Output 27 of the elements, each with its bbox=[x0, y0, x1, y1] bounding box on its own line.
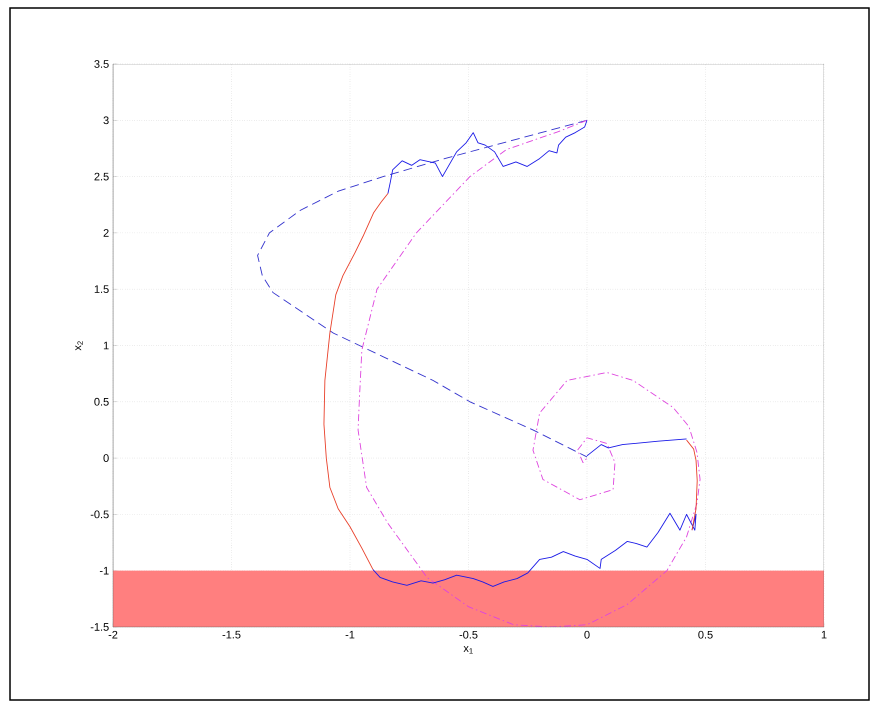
line-series bbox=[686, 440, 698, 531]
line-series bbox=[323, 193, 388, 570]
y-tick-label: 0.5 bbox=[94, 398, 109, 406]
x-tick-label: -1 bbox=[346, 630, 354, 638]
x-tick-label: 0 bbox=[584, 630, 590, 639]
y-tick-label: 2.5 bbox=[94, 172, 109, 180]
x-tick-label: -2 bbox=[108, 630, 118, 638]
line-series bbox=[257, 120, 588, 458]
x-tick-label: -1.5 bbox=[222, 630, 240, 638]
y-tick-label: 2 bbox=[104, 229, 109, 237]
y-axis-title: x$_{2}$ bbox=[75, 341, 83, 350]
y-tick-label: -0.5 bbox=[90, 510, 109, 518]
y-tick-label: 3 bbox=[103, 116, 109, 124]
x-tick-label: -0.5 bbox=[460, 630, 478, 639]
x-axis-title: x$_{1}$ bbox=[464, 646, 473, 654]
line-series bbox=[387, 120, 588, 194]
y-tick-label: 1 bbox=[104, 342, 109, 350]
x-tick-label: 1 bbox=[822, 630, 827, 638]
line-series bbox=[372, 512, 696, 587]
y-tick-label: 3.5 bbox=[94, 60, 109, 68]
y-tick-label: 1.5 bbox=[94, 285, 109, 294]
line-series bbox=[358, 120, 701, 627]
y-tick-label: 0 bbox=[103, 454, 109, 462]
y-tick-label: -1 bbox=[100, 566, 109, 574]
y-tick-label: -1.5 bbox=[90, 623, 109, 631]
x-tick-label: 0.5 bbox=[698, 630, 713, 639]
line-series bbox=[586, 438, 687, 456]
